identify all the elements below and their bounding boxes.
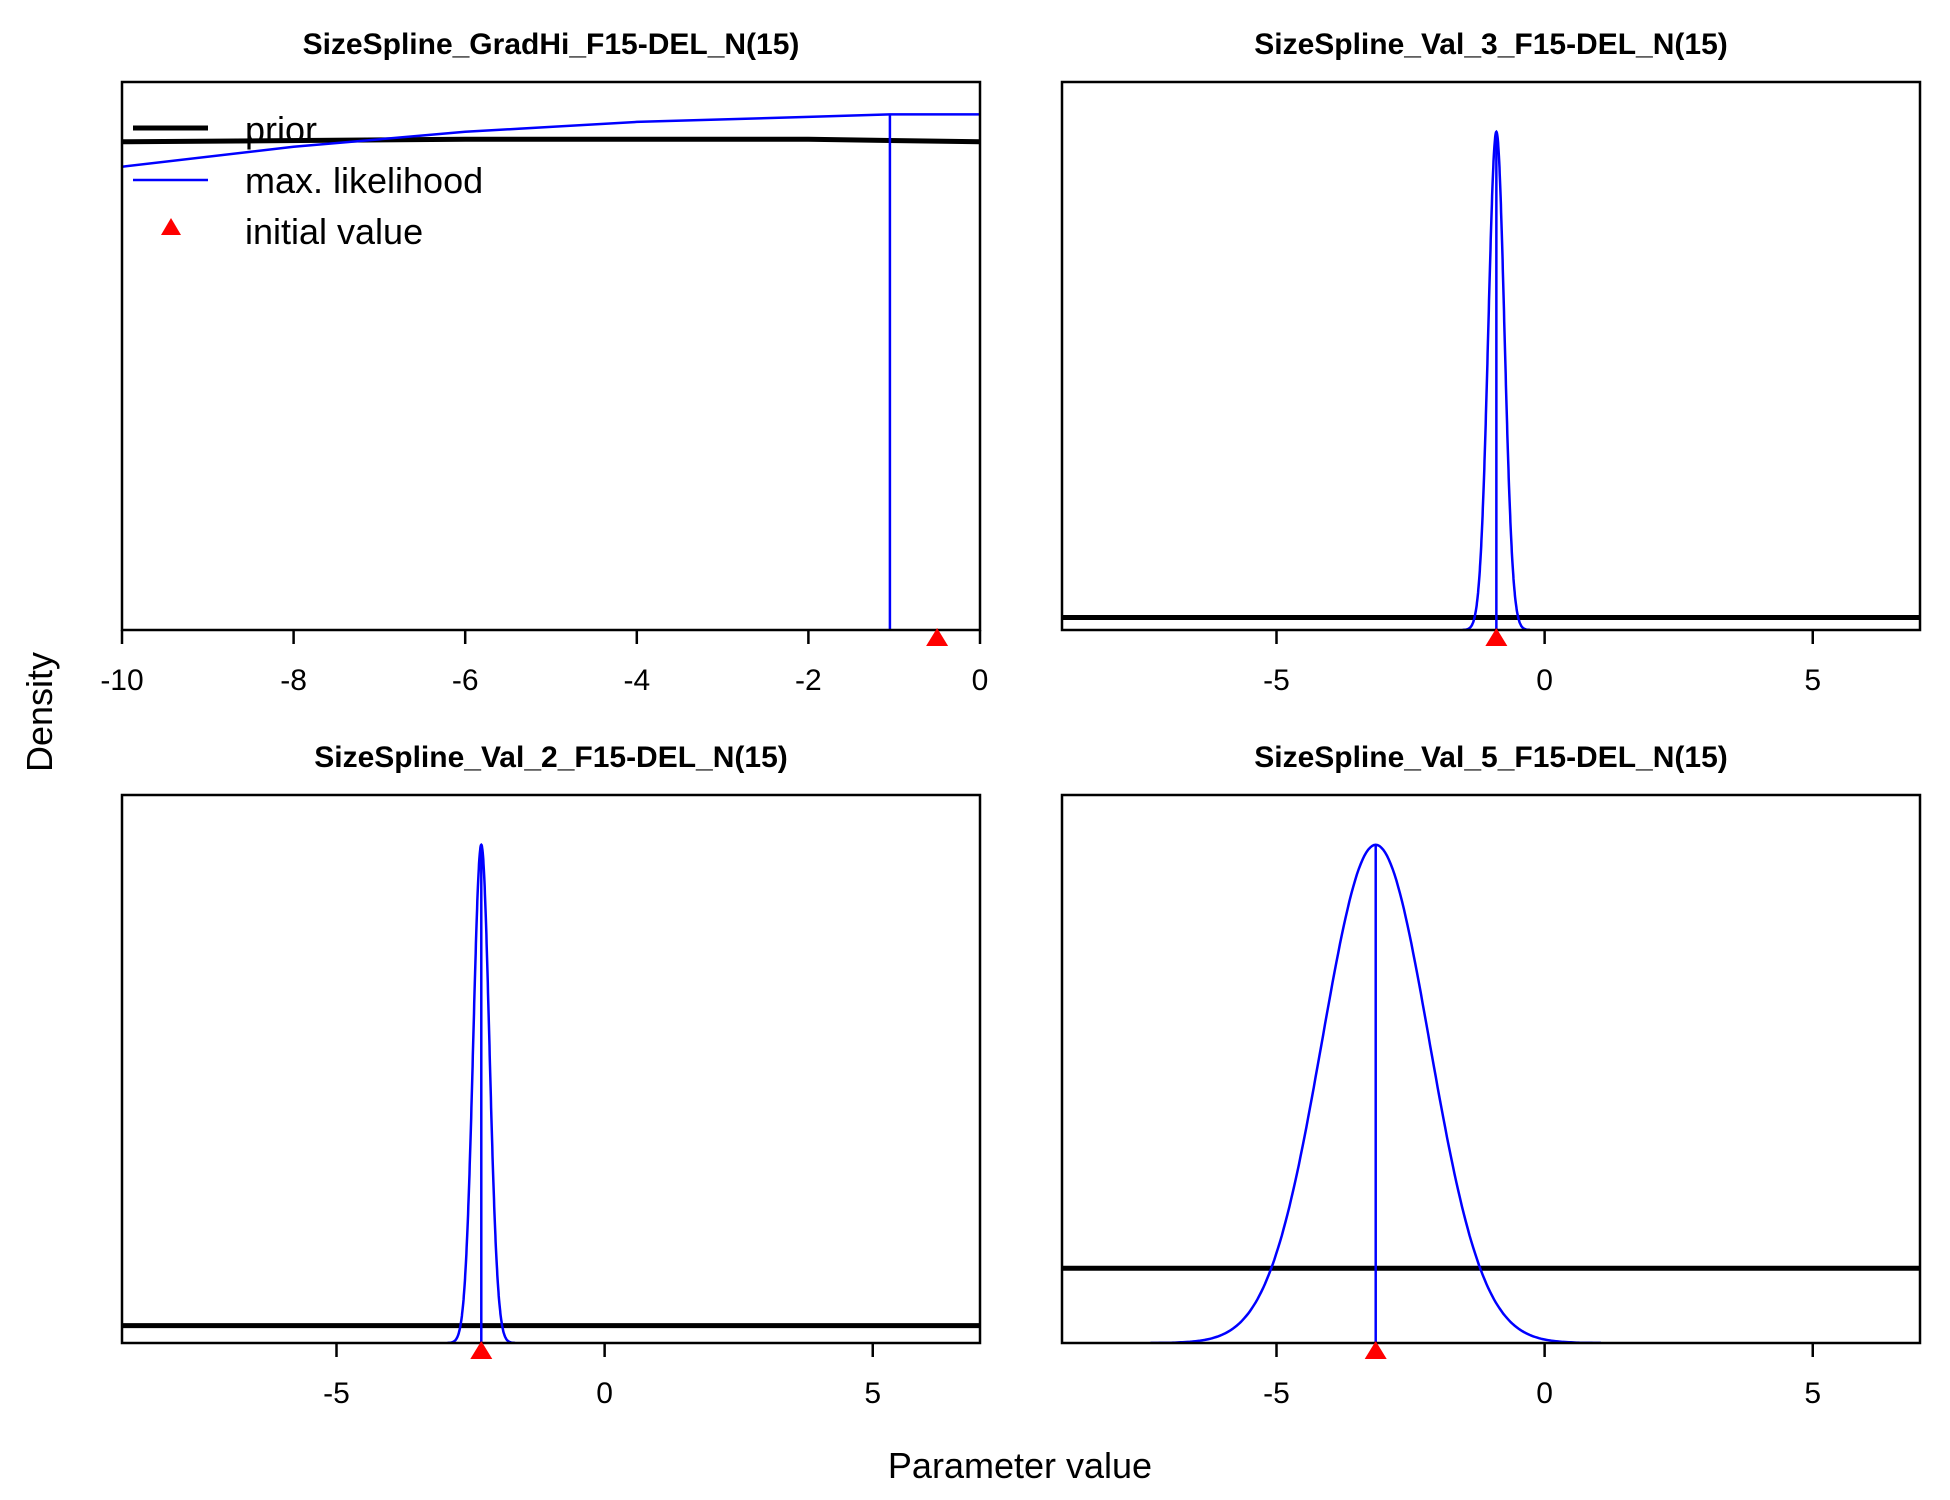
plot-area-val5	[1062, 843, 1920, 1343]
x-tick-label-gradhi: 0	[972, 664, 989, 697]
legend-prior-label: prior	[245, 109, 317, 150]
x-tick-label-val3: 5	[1804, 664, 1821, 697]
plot-area-gradhi	[122, 113, 980, 630]
likelihood-curve-val3	[1462, 129, 1531, 630]
x-axis-label: Parameter value	[888, 1445, 1152, 1486]
x-tick-label-gradhi: -10	[100, 664, 143, 697]
legend-initial-value-marker	[161, 218, 181, 235]
x-tick-label-val3: -5	[1263, 664, 1290, 697]
y-axis-label: Density	[19, 652, 60, 772]
initial-value-marker-val3	[1485, 628, 1508, 646]
x-tick-label-gradhi: -2	[795, 664, 822, 697]
panel-val2: SizeSpline_Val_2_F15-DEL_N(15) -5 0 5	[120, 741, 982, 1410]
x-tick-label-val5: 5	[1804, 1377, 1821, 1410]
likelihood-curve-val5	[1150, 843, 1601, 1343]
x-tick-label-gradhi: -8	[280, 664, 307, 697]
x-tick-label-val5: 0	[1536, 1377, 1553, 1410]
legend: prior max. likelihood initial value	[133, 109, 483, 252]
legend-mle-label: max. likelihood	[245, 160, 483, 201]
initial-value-marker-gradhi	[926, 628, 949, 646]
plot-frame-val2	[120, 793, 982, 1345]
x-tick-label-val2: -5	[323, 1377, 350, 1410]
panel-val5: SizeSpline_Val_5_F15-DEL_N(15) -5 0 5	[1060, 741, 1922, 1410]
x-tick-label-gradhi: -4	[623, 664, 650, 697]
panel-val3: SizeSpline_Val_3_F15-DEL_N(15) -5 0 5	[1060, 28, 1922, 697]
prior-line-gradhi	[122, 136, 980, 145]
x-tick-label-val5: -5	[1263, 1377, 1290, 1410]
x-tick-label-val3: 0	[1536, 664, 1553, 697]
panel-title-val2: SizeSpline_Val_2_F15-DEL_N(15)	[314, 741, 788, 774]
panel-title-val5: SizeSpline_Val_5_F15-DEL_N(15)	[1254, 741, 1728, 774]
panel-gradhi: SizeSpline_GradHi_F15-DEL_N(15) -10 -8 -6 -4…	[100, 28, 988, 697]
panel-title-val3: SizeSpline_Val_3_F15-DEL_N(15)	[1254, 28, 1728, 61]
likelihood-curve-val2	[447, 843, 516, 1343]
chart-panels: SizeSpline_GradHi_F15-DEL_N(15) -10 -8 -6 -4…	[100, 28, 1922, 1410]
plot-frame-val5	[1060, 793, 1922, 1345]
plot-area-val3	[1062, 129, 1920, 630]
legend-initial-value-label: initial value	[245, 211, 423, 252]
plot-area-val2	[122, 843, 980, 1343]
initial-value-marker-val5	[1364, 1341, 1387, 1359]
x-tick-label-val2: 0	[596, 1377, 613, 1410]
plot-frame-val3	[1060, 80, 1922, 632]
panel-title-gradhi: SizeSpline_GradHi_F15-DEL_N(15)	[303, 28, 800, 61]
x-tick-label-val2: 5	[864, 1377, 881, 1410]
initial-value-marker-val2	[470, 1341, 493, 1359]
x-tick-label-gradhi: -6	[452, 664, 479, 697]
plot-frame-gradhi	[120, 80, 982, 632]
